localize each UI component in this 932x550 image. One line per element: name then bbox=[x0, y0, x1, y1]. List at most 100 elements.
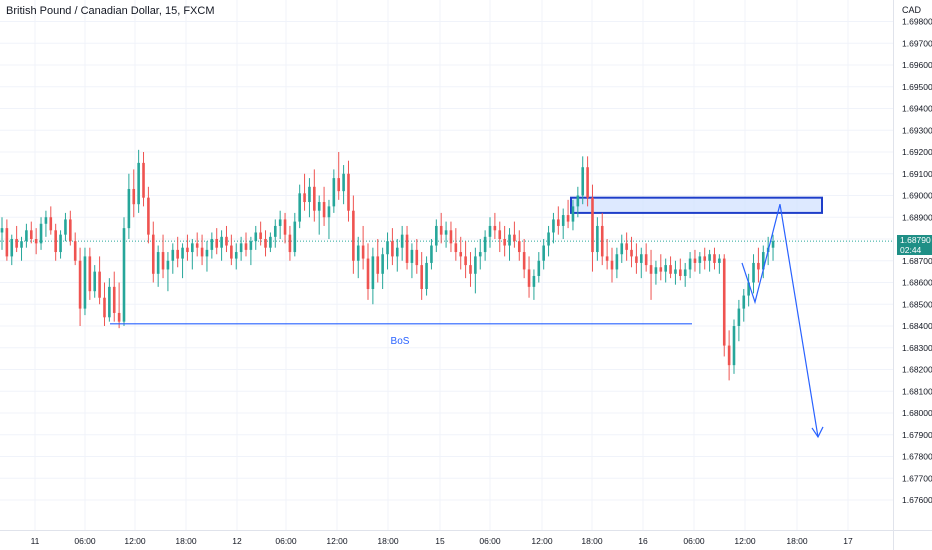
candle bbox=[220, 230, 223, 261]
price-tick-label: 1.68400 bbox=[902, 321, 932, 331]
price-tick-label: 1.69200 bbox=[902, 147, 932, 157]
candle bbox=[566, 199, 570, 229]
candle bbox=[361, 225, 365, 270]
time-tick-label: 15 bbox=[435, 536, 445, 546]
candle bbox=[757, 247, 760, 283]
time-tick-label: 06:00 bbox=[74, 536, 96, 546]
candle bbox=[234, 243, 238, 270]
candle bbox=[503, 225, 506, 257]
candle bbox=[517, 230, 521, 261]
candle bbox=[332, 169, 336, 213]
candle bbox=[25, 223, 28, 248]
candle bbox=[737, 299, 741, 342]
candle bbox=[259, 221, 262, 246]
time-tick-label: 11 bbox=[31, 536, 40, 546]
candle bbox=[195, 232, 199, 257]
chart-title: British Pound / Canadian Dollar, 15, FXC… bbox=[6, 5, 215, 17]
price-tick-label: 1.68700 bbox=[902, 256, 932, 266]
candle bbox=[366, 243, 370, 300]
candle bbox=[142, 152, 145, 207]
price-tick-label: 1.68300 bbox=[902, 343, 932, 353]
candle bbox=[108, 278, 111, 322]
projection-path[interactable] bbox=[741, 204, 819, 438]
candle bbox=[532, 269, 536, 300]
supply-zone-box[interactable] bbox=[570, 196, 823, 214]
candle bbox=[435, 219, 438, 253]
candle bbox=[478, 239, 482, 270]
candle bbox=[488, 217, 492, 248]
candle bbox=[493, 212, 497, 239]
candle bbox=[639, 247, 643, 279]
candle bbox=[161, 234, 165, 279]
candle bbox=[464, 241, 467, 279]
candle bbox=[0, 217, 4, 250]
candle bbox=[625, 232, 628, 261]
candle bbox=[15, 225, 18, 253]
candle bbox=[317, 195, 321, 235]
candle bbox=[654, 260, 658, 285]
candle bbox=[581, 156, 585, 205]
candle bbox=[73, 232, 77, 266]
candle bbox=[420, 252, 423, 300]
drawings: BoS bbox=[110, 204, 824, 439]
candle bbox=[513, 221, 516, 248]
last-price: 1.68790 bbox=[900, 235, 931, 246]
candle bbox=[386, 232, 389, 270]
candle bbox=[405, 225, 409, 270]
bos-label: BoS bbox=[391, 336, 410, 347]
candle bbox=[215, 228, 219, 255]
candle bbox=[137, 149, 140, 213]
candle bbox=[615, 247, 619, 279]
candle bbox=[181, 243, 184, 279]
candles bbox=[0, 149, 775, 381]
candle bbox=[147, 186, 150, 244]
time-tick-label: 18:00 bbox=[786, 536, 808, 546]
bar-countdown: 02:44 bbox=[900, 245, 922, 256]
candle bbox=[732, 319, 736, 374]
candle bbox=[439, 212, 443, 244]
candle bbox=[39, 217, 43, 250]
candle bbox=[49, 206, 53, 235]
candle bbox=[288, 225, 292, 261]
supply-zone bbox=[570, 196, 823, 214]
time-tick-label: 18:00 bbox=[175, 536, 197, 546]
candle bbox=[400, 225, 404, 261]
candle bbox=[69, 210, 72, 246]
candle bbox=[683, 262, 687, 287]
candle bbox=[727, 330, 731, 381]
time-tick-label: 06:00 bbox=[479, 536, 501, 546]
candle bbox=[83, 247, 87, 316]
candle bbox=[352, 195, 355, 274]
candle bbox=[449, 221, 453, 253]
candle bbox=[239, 236, 243, 261]
candle bbox=[200, 234, 204, 266]
candle bbox=[10, 234, 14, 266]
candle bbox=[444, 221, 448, 248]
candle bbox=[269, 232, 272, 253]
candle bbox=[644, 243, 648, 272]
candle bbox=[283, 212, 287, 244]
candle bbox=[254, 225, 258, 250]
candle bbox=[103, 282, 106, 326]
candle bbox=[381, 247, 384, 290]
time-axis[interactable]: 11 06:00 12:00 18:00 12 06:00 12:00 18:00 15 06:0… bbox=[0, 530, 932, 547]
candle bbox=[761, 245, 765, 279]
candle bbox=[210, 232, 214, 259]
time-tick-label: 06:00 bbox=[275, 536, 297, 546]
candle bbox=[474, 247, 477, 294]
candle bbox=[542, 239, 545, 270]
candle bbox=[88, 247, 92, 300]
arrow-head-icon bbox=[811, 426, 824, 439]
candle bbox=[630, 236, 633, 268]
candle bbox=[425, 256, 428, 296]
candle bbox=[679, 258, 682, 281]
candle bbox=[718, 254, 721, 274]
candle bbox=[5, 219, 9, 261]
candle bbox=[278, 210, 282, 239]
candle bbox=[395, 239, 399, 272]
price-tick-label: 1.69000 bbox=[902, 191, 932, 201]
price-axis[interactable]: 1.69800 1.69700 1.69600 1.69500 1.69400 1.693… bbox=[893, 0, 932, 550]
candle bbox=[703, 247, 707, 270]
candle bbox=[410, 243, 414, 279]
